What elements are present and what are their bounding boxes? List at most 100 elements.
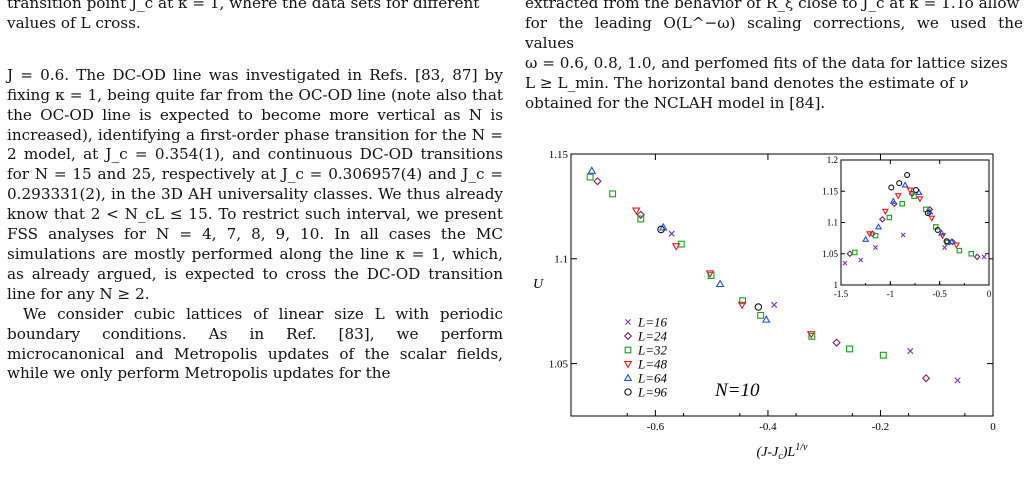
data-point (901, 181, 909, 188)
data-point (916, 196, 924, 203)
paragraph-dc-od-line: J = 0.6. The DC-OD line was investigated… (7, 65, 503, 303)
legend-marker (623, 331, 633, 341)
left-text-column: transition point J_c at κ = 1, where the… (7, 0, 503, 384)
caption-line: extracted from the behavior of R_ξ close… (525, 0, 1020, 12)
data-point (952, 242, 960, 249)
fragment-line: values of L cross. (7, 13, 141, 32)
data-point (757, 311, 765, 319)
data-point (754, 303, 763, 311)
data-point (907, 347, 914, 355)
legend-label: L=24 (637, 329, 668, 344)
data-point (846, 250, 854, 258)
inset-plot-frame (840, 159, 990, 286)
data-point (879, 351, 887, 359)
data-point (924, 210, 931, 217)
data-point (739, 297, 747, 305)
paragraph-cubic-lattices: We consider cubic lattices of linear siz… (7, 304, 503, 383)
data-point (707, 272, 715, 280)
data-point (872, 232, 879, 239)
data-point (631, 207, 641, 216)
data-point (873, 245, 879, 250)
x-tick-label: -0.4 (759, 421, 777, 433)
legend-label: L=96 (637, 385, 668, 400)
legend-label: L=16 (637, 315, 668, 330)
figure-caption: extracted from the behavior of R_ξ close… (525, 0, 1023, 113)
data-point (636, 210, 645, 219)
data-point (593, 177, 602, 186)
data-point (657, 225, 665, 234)
data-point (896, 180, 903, 187)
data-point (973, 253, 981, 261)
data-point (939, 233, 947, 240)
data-point (911, 193, 917, 200)
data-point (889, 197, 897, 204)
data-point (906, 187, 914, 194)
data-point (852, 249, 858, 256)
x-tick-label: -1 (887, 289, 895, 299)
main-data-points (586, 166, 961, 384)
data-point (668, 230, 675, 237)
y-tick-label: 1.05 (549, 358, 569, 370)
data-point (954, 377, 961, 384)
legend: L=16L=24L=32L=48L=64L=96 (623, 315, 668, 400)
data-point (928, 215, 936, 222)
data-point (808, 332, 816, 340)
data-point (934, 226, 941, 234)
data-point (881, 208, 889, 215)
data-point (858, 257, 864, 263)
fragment-line: transition point J_c at κ = 1, where the… (7, 0, 480, 12)
data-point (874, 223, 883, 230)
legend-marker (624, 318, 632, 326)
legend-marker (624, 388, 632, 396)
data-point (894, 193, 902, 200)
y-tick-label: 1 (834, 280, 839, 290)
data-point (846, 345, 853, 353)
data-point (879, 215, 886, 223)
x-tick-label: -0.5 (933, 289, 948, 299)
binder-cumulant-plot: -0.6 -0.4 -0.2 0 1.05 1.1 1.15 U (J-Jc)L1/ν N=… (533, 149, 997, 462)
x-tick-label: -0.6 (647, 421, 665, 433)
data-point (888, 184, 895, 191)
data-point (586, 173, 594, 181)
x-tick-label: 0 (990, 421, 996, 433)
y-tick-label: 1.1 (827, 218, 838, 228)
data-point (771, 301, 778, 309)
data-point (862, 235, 870, 242)
data-point (981, 254, 987, 260)
data-point (912, 186, 920, 194)
data-point (637, 215, 645, 223)
data-point (587, 166, 597, 174)
y-tick-label: 1.15 (822, 186, 838, 196)
data-point (899, 200, 905, 207)
data-point (942, 245, 948, 250)
caption-line: for the leading O(L^−ω) scaling correcti… (525, 13, 1023, 52)
data-point (943, 238, 950, 245)
data-point (671, 243, 681, 251)
x-axis-label: (J-Jc)L1/ν (757, 442, 808, 462)
n-annotation: N=10 (714, 380, 760, 401)
legend-label: L=64 (637, 371, 668, 386)
main-ticks: -0.6 -0.4 -0.2 0 1.05 1.1 1.15 (549, 149, 997, 433)
caption-line: obtained for the NCLAH model in [84]. (525, 93, 826, 112)
inset-data-points (842, 171, 987, 266)
inset-ticks: -1.5 -1 -0.5 0 1 1.05 1.1 1.15 1.2 (822, 155, 992, 299)
legend-label: L=48 (637, 357, 668, 372)
data-point (609, 190, 617, 198)
data-point (956, 247, 963, 254)
data-point (715, 279, 725, 288)
data-point (900, 232, 906, 238)
data-point (866, 231, 874, 238)
data-point (947, 238, 956, 245)
data-point (904, 171, 911, 179)
data-point (832, 338, 841, 347)
data-point (806, 331, 816, 339)
data-point (737, 301, 747, 310)
x-tick-label: 0 (987, 289, 992, 299)
y-axis-label: U (533, 277, 544, 292)
y-tick-label: 1.05 (822, 249, 838, 259)
data-point (658, 222, 668, 231)
x-tick-label: -1.5 (834, 289, 849, 299)
legend-marker (624, 346, 632, 354)
x-tick-label: -0.2 (872, 421, 889, 433)
y-tick-label: 1.15 (549, 149, 569, 161)
